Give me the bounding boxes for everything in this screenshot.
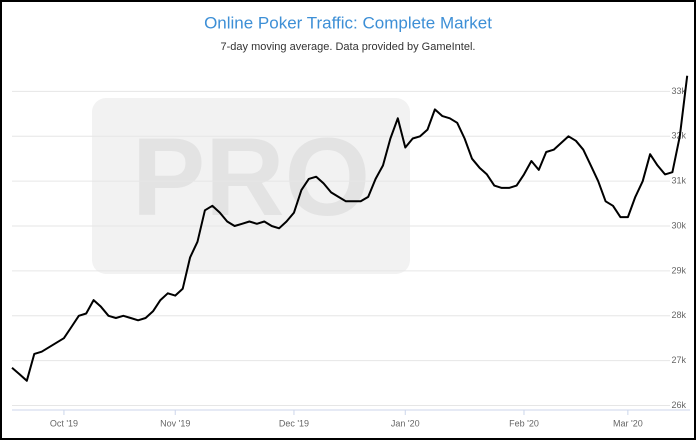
x-tick-label: Feb '20 — [509, 418, 539, 428]
x-tick-label: Nov '19 — [160, 418, 190, 428]
y-tick-label: 27k — [671, 355, 686, 365]
y-tick-label: 31k — [671, 176, 686, 186]
x-tick-label: Jan '20 — [391, 418, 420, 428]
watermark: PRO — [132, 116, 370, 239]
x-tick-label: Mar '20 — [613, 418, 643, 428]
y-tick-label: 28k — [671, 310, 686, 320]
y-tick-label: 26k — [671, 400, 686, 410]
line-series — [11, 75, 689, 382]
y-tick-label: 29k — [671, 265, 686, 275]
chart-subtitle: 7-day moving average. Data provided by G… — [221, 41, 476, 53]
watermark-box — [92, 98, 410, 274]
x-tick-label: Dec '19 — [279, 418, 309, 428]
y-tick-label: 30k — [671, 220, 686, 230]
x-tick-label: Oct '19 — [50, 418, 78, 428]
y-tick-label: 33k — [671, 86, 686, 96]
chart-title: Online Poker Traffic: Complete Market — [204, 13, 492, 32]
